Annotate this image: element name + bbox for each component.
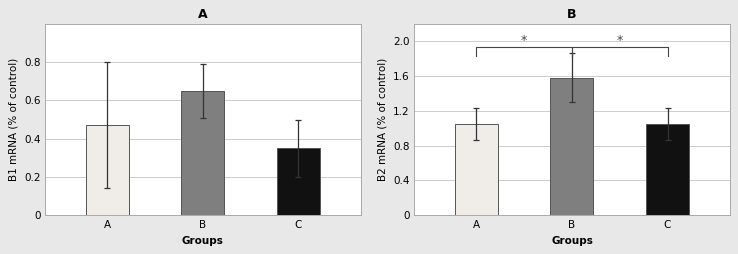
Bar xyxy=(455,124,498,215)
Title: B: B xyxy=(568,8,576,21)
Bar xyxy=(646,124,689,215)
X-axis label: Groups: Groups xyxy=(551,236,593,246)
Bar xyxy=(277,148,320,215)
Bar xyxy=(551,78,593,215)
Text: *: * xyxy=(617,34,623,46)
Text: *: * xyxy=(521,34,528,46)
Title: A: A xyxy=(198,8,207,21)
Bar xyxy=(182,91,224,215)
Y-axis label: B2 mRNA (% of control): B2 mRNA (% of control) xyxy=(377,58,387,181)
X-axis label: Groups: Groups xyxy=(182,236,224,246)
Y-axis label: B1 mRNA (% of control): B1 mRNA (% of control) xyxy=(8,58,18,181)
Bar xyxy=(86,125,129,215)
